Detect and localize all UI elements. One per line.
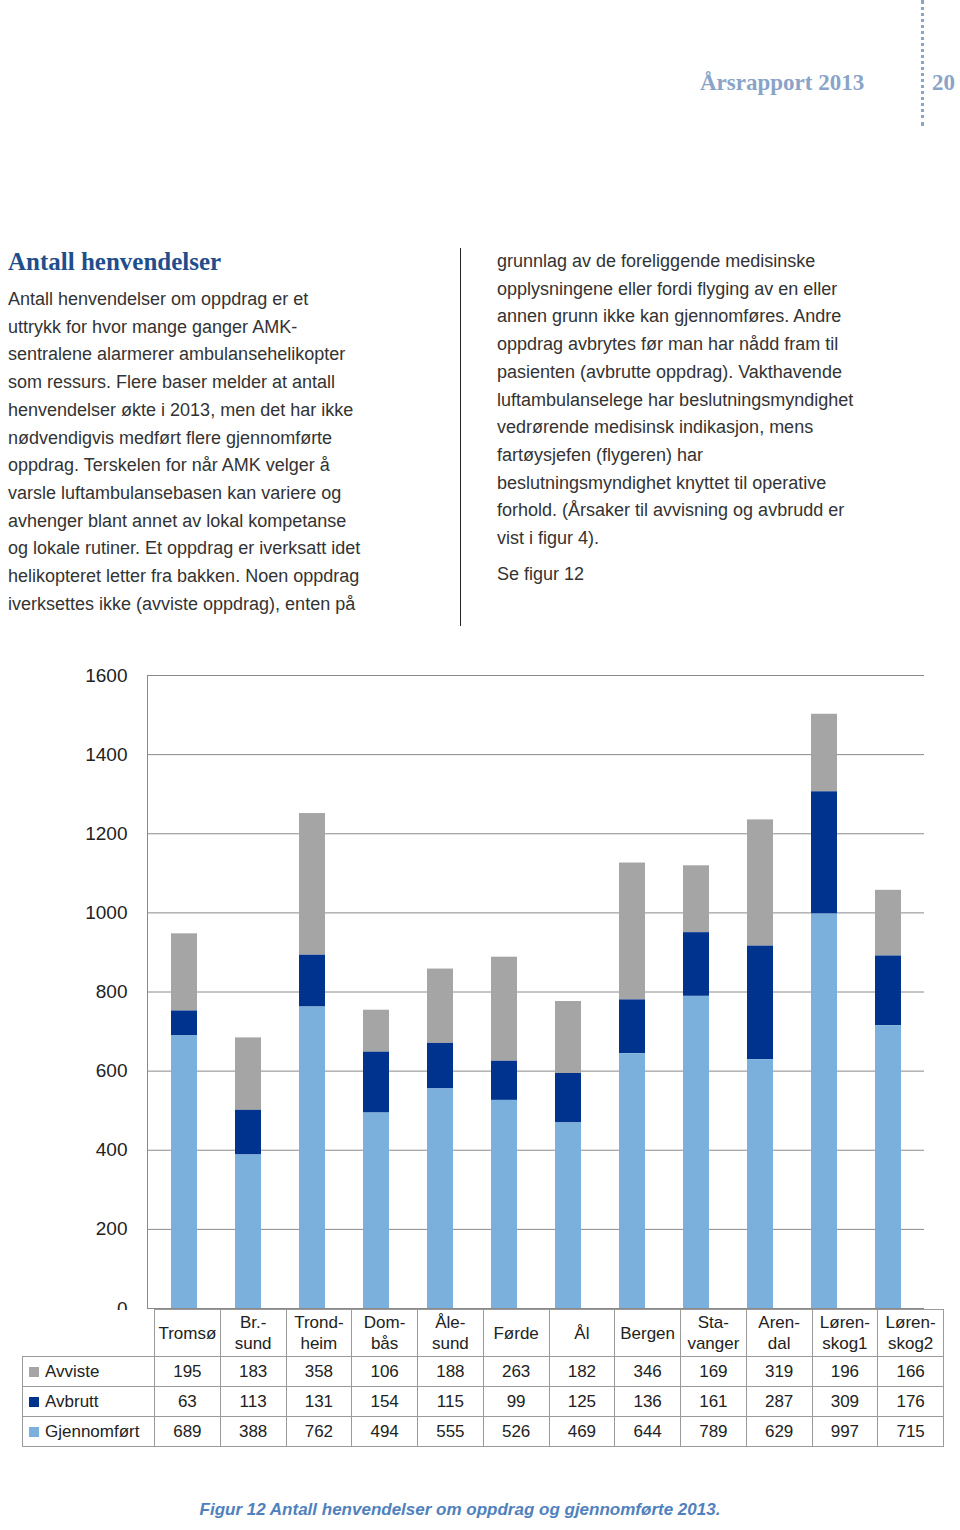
html-text:106: 106 <box>370 1361 399 1381</box>
html-text:grunnlag av de foreliggende me: grunnlag av de foreliggende medisinske <box>497 251 816 271</box>
html-text:Se figur 12: Se figur 12 <box>497 563 585 584</box>
html-text:luftambulanselege har beslutni: luftambulanselege har beslutningsmyndigh… <box>497 389 854 410</box>
html-text:125: 125 <box>567 1391 597 1411</box>
html-text:309: 309 <box>830 1391 860 1411</box>
html-text:annen grunn ikke kan gjennomfø: annen grunn ikke kan gjennomføres. Andre <box>497 306 842 327</box>
svg-text:800: 800 <box>96 981 128 1002</box>
html-text:176: 176 <box>896 1391 925 1411</box>
svg-text:200: 200 <box>96 1218 128 1239</box>
html-text:Dom- bås: Dom- bås <box>363 1313 406 1353</box>
html-text:og lokale rutiner. Et oppdrag: og lokale rutiner. Et oppdrag er iverksa… <box>8 538 361 559</box>
html-text:195: 195 <box>173 1361 202 1381</box>
svg-text:1600: 1600 <box>85 665 127 686</box>
html-text:oppdrag avbrytes før man har n: oppdrag avbrytes før man har nådd fram t… <box>497 334 839 355</box>
svg-text:1000: 1000 <box>85 902 127 923</box>
html-text:182: 182 <box>567 1361 597 1381</box>
html-text:263: 263 <box>501 1361 531 1381</box>
html-text:fartøysjefen (flygeren) har: fartøysjefen (flygeren) har <box>497 444 704 465</box>
html-text:Årsrapport 2013: Årsrapport 2013 <box>700 70 865 95</box>
html-text:Sta- vanger: Sta- vanger <box>687 1313 740 1353</box>
html-text:789: 789 <box>699 1421 728 1441</box>
html-text:Antall henvendelser om oppdrag: Antall henvendelser om oppdrag er et <box>8 289 309 309</box>
html-text:forhold. (Årsaker til avvisnin: forhold. (Årsaker til avvisning og avbru… <box>497 500 845 521</box>
html-text:526: 526 <box>501 1421 531 1441</box>
html-text:715: 715 <box>896 1421 925 1441</box>
html-text:iverksettes ikke (avviste oppd: iverksettes ikke (avviste oppdrag), ente… <box>8 593 356 614</box>
html-text:Trond- heim: Trond- heim <box>294 1313 344 1353</box>
html-text:169: 169 <box>699 1361 728 1381</box>
html-text:vist i figur 4).: vist i figur 4). <box>497 528 599 548</box>
html-text:Avviste: Avviste <box>45 1361 100 1381</box>
html-text:som ressurs. Flere baser melde: som ressurs. Flere baser melder at antal… <box>8 372 336 393</box>
html-text:629: 629 <box>764 1421 794 1441</box>
html-text:494: 494 <box>370 1421 399 1441</box>
html-text:Løren- skog2: Løren- skog2 <box>885 1313 936 1353</box>
html-text:161: 161 <box>699 1391 728 1411</box>
html-text:183: 183 <box>238 1361 268 1381</box>
html-text:vedrørende medisinsk indikasjo: vedrørende medisinsk indikasjon, mens <box>497 417 814 438</box>
html-text:Br.- sund: Br.- sund <box>234 1313 272 1353</box>
html-text:762: 762 <box>304 1421 334 1441</box>
html-text:188: 188 <box>436 1361 465 1381</box>
svg-text:600: 600 <box>96 1060 128 1081</box>
html-text:helikopteret letter fra bakken: helikopteret letter fra bakken. Noen opp… <box>8 566 360 586</box>
html-text:pasienten (avbrutte oppdrag).: pasienten (avbrutte oppdrag). Vakthavend… <box>497 361 842 382</box>
html-text:196: 196 <box>830 1361 860 1381</box>
html-text:varsle luftambulansebasen kan: varsle luftambulansebasen kan variere og <box>8 482 342 503</box>
svg-text:1400: 1400 <box>85 744 127 765</box>
html-text:644: 644 <box>633 1421 662 1441</box>
svg-text:1200: 1200 <box>85 823 127 844</box>
html-text:388: 388 <box>238 1421 268 1441</box>
html-text:Antall henvendelser: Antall henvendelser <box>8 248 222 275</box>
html-text:nødvendigvis medført flere gje: nødvendigvis medført flere gjennomførte <box>8 427 333 448</box>
html-text:uttrykk for hvor mange ganger: uttrykk for hvor mange ganger AMK- <box>8 316 298 337</box>
html-text:99: 99 <box>506 1391 526 1411</box>
html-text:oppdrag. Terskelen for når AMK: oppdrag. Terskelen for når AMK velger å <box>8 455 330 476</box>
html-text:131: 131 <box>304 1391 334 1411</box>
html-text:Bergen: Bergen <box>620 1323 675 1343</box>
html-text:Løren- skog1: Løren- skog1 <box>819 1313 870 1353</box>
html-text:Førde: Førde <box>493 1323 539 1343</box>
html-text:346: 346 <box>633 1361 662 1381</box>
html-text:avhenger blant annet av lokal: avhenger blant annet av lokal kompetanse <box>8 510 347 531</box>
html-text:287: 287 <box>764 1391 794 1411</box>
html-text:beslutningsmyndighet knyttet t: beslutningsmyndighet knyttet til operati… <box>497 472 827 493</box>
html-text:Åle- sund: Åle- sund <box>431 1313 469 1353</box>
html-text:358: 358 <box>304 1361 334 1381</box>
html-text:20: 20 <box>932 70 955 95</box>
html-text:166: 166 <box>896 1361 925 1381</box>
html-text:555: 555 <box>436 1421 465 1441</box>
html-text:Avbrutt: Avbrutt <box>45 1391 99 1411</box>
html-text:469: 469 <box>567 1421 597 1441</box>
html-text:63: 63 <box>177 1391 197 1411</box>
html-text:154: 154 <box>370 1391 399 1411</box>
html-text:136: 136 <box>633 1391 662 1411</box>
html-text:Tromsø: Tromsø <box>158 1323 217 1343</box>
svg-text:0: 0 <box>117 1298 128 1310</box>
html-text:sentralene alarmerer ambulanse: sentralene alarmerer ambulansehelikopter <box>8 344 346 365</box>
html-text:113: 113 <box>239 1391 267 1411</box>
svg-text:400: 400 <box>96 1139 128 1160</box>
html-text:319: 319 <box>764 1361 794 1381</box>
html-text:Figur 12 Antall henvendelser o: Figur 12 Antall henvendelser om oppdrag … <box>199 1500 721 1519</box>
html-text:Aren- dal: Aren- dal <box>758 1313 800 1353</box>
html-text:997: 997 <box>830 1421 860 1441</box>
html-text:Ål: Ål <box>574 1323 590 1343</box>
html-text:115: 115 <box>436 1391 464 1411</box>
html-text:689: 689 <box>173 1421 202 1441</box>
html-text:Gjennomført: Gjennomført <box>45 1421 140 1441</box>
html-text:henvendelser økte i 2013, men: henvendelser økte i 2013, men det har ik… <box>8 399 354 420</box>
html-text:opplysningene eller fordi flyg: opplysningene eller fordi flyging av en … <box>497 278 838 299</box>
